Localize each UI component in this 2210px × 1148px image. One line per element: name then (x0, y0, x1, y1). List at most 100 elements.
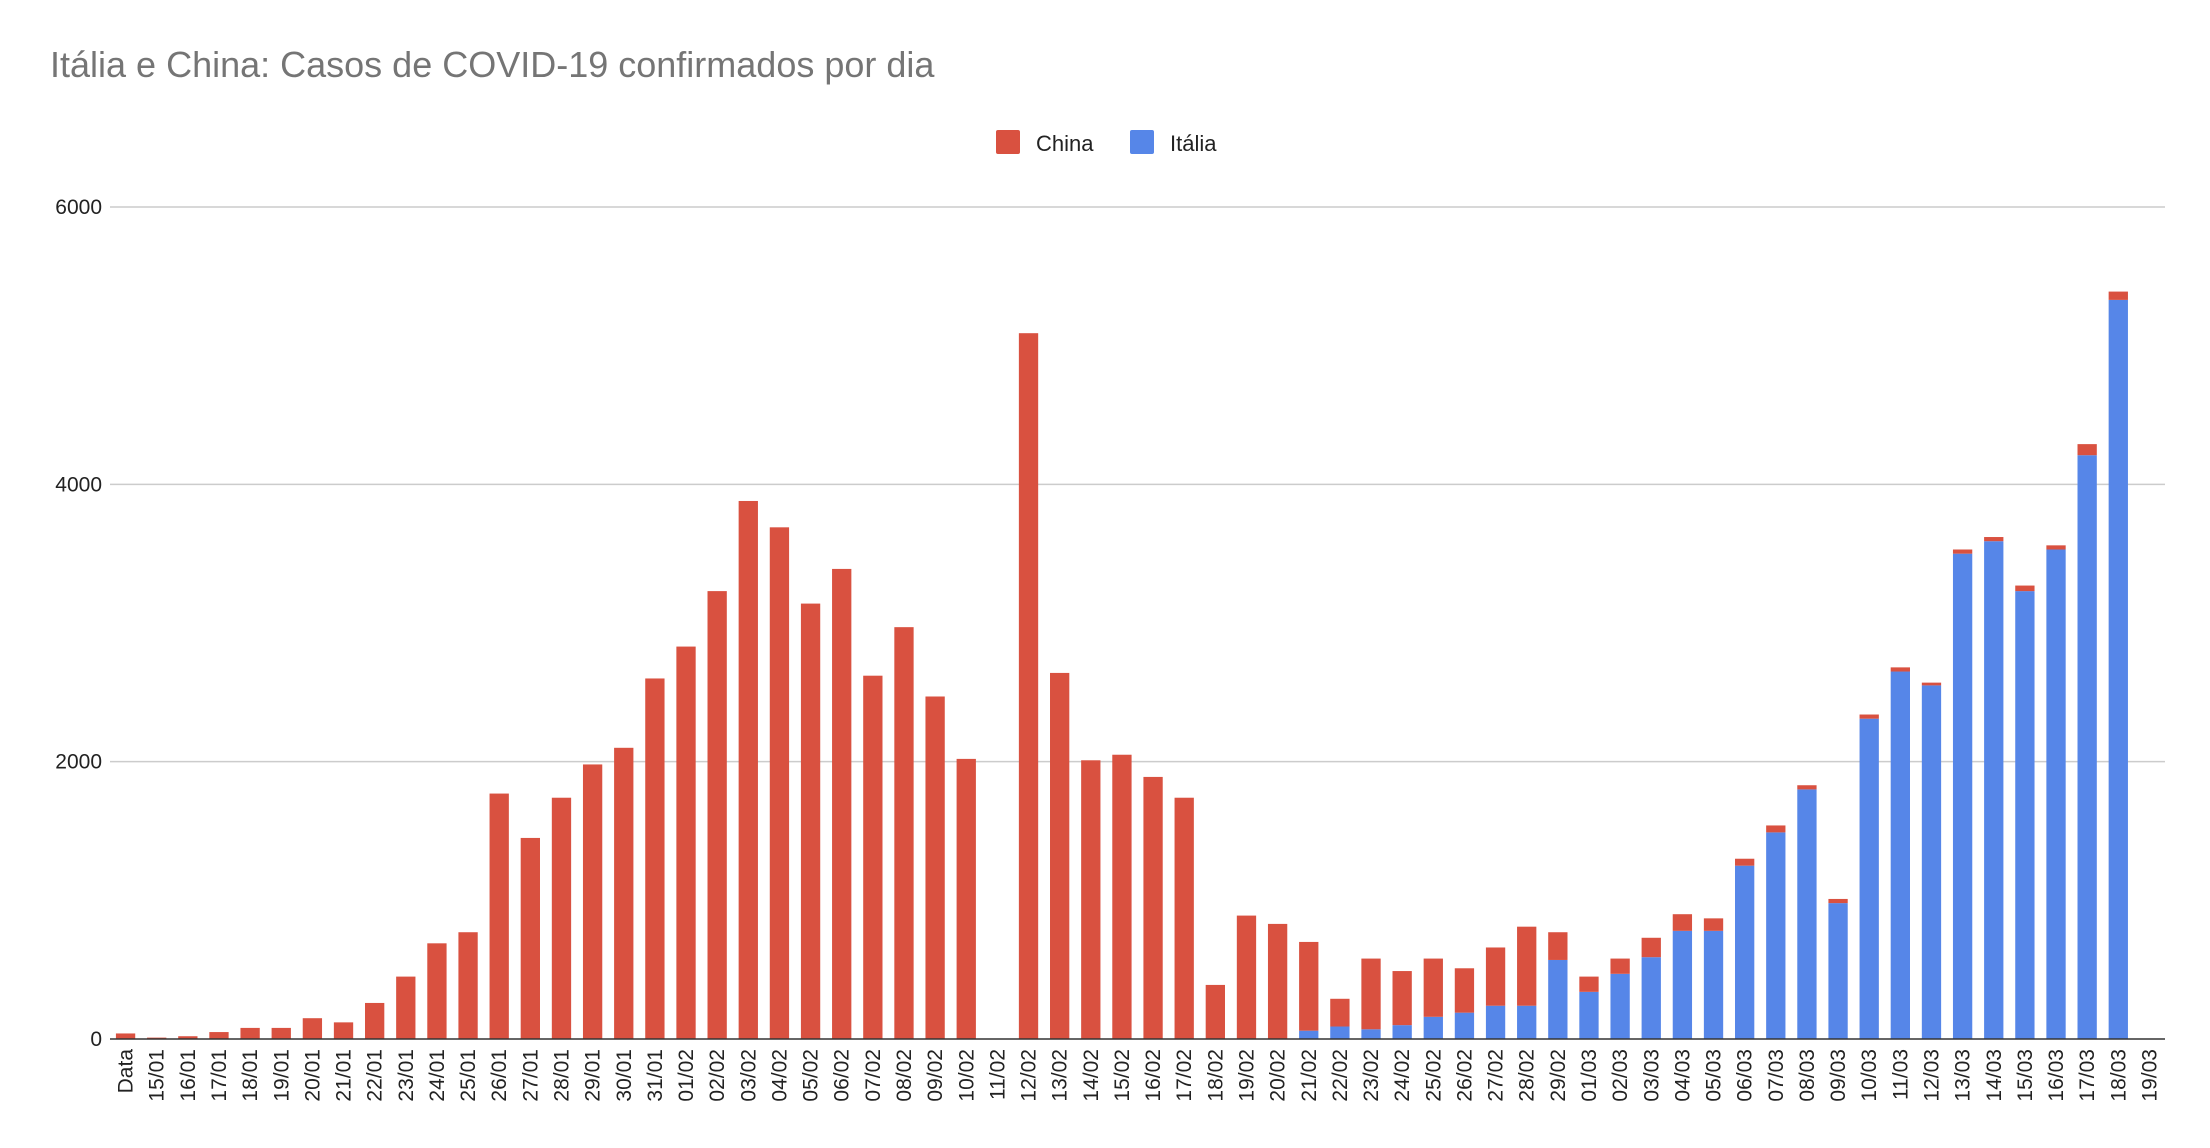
bar-china (863, 675, 883, 1039)
x-tick-label: 31/01 (644, 1049, 667, 1102)
gridlines (110, 206, 2165, 763)
x-tick-label: 26/02 (1453, 1049, 1476, 1102)
bar-china (1548, 932, 1568, 960)
bar-china (489, 793, 509, 1039)
x-tick-label: 01/03 (1578, 1049, 1601, 1102)
bar-italia (1610, 973, 1630, 1039)
legend-swatch-italia (1130, 130, 1154, 154)
x-tick-label: 16/03 (2045, 1049, 2068, 1102)
x-tick-label: 13/02 (1049, 1049, 1072, 1102)
bar-italia (1890, 671, 1910, 1039)
bar-italia (1797, 789, 1817, 1039)
y-axis-ticks: 0 2000 4000 6000 (55, 196, 102, 1051)
legend-label-italia: Itália (1170, 131, 1217, 156)
x-tick-label: 03/03 (1640, 1049, 1663, 1102)
bar-china (1236, 915, 1257, 1039)
x-axis-ticks: Data 15/01 16/01 17/01 18/01 19/01 20/01 21/01 2… (115, 1049, 2162, 1102)
x-tick-label: 14/03 (1983, 1049, 2006, 1102)
bar-china (1828, 898, 1848, 904)
bar-china (1797, 785, 1817, 790)
bars (115, 291, 2128, 1040)
bar-china (1330, 998, 1350, 1027)
bar-china (115, 1033, 136, 1039)
bar-italia (1517, 1005, 1537, 1039)
bar-china (1610, 958, 1630, 974)
x-tick-label: 27/01 (519, 1049, 542, 1102)
bar-china (271, 1027, 291, 1039)
x-tick-label: 20/02 (1267, 1049, 1290, 1102)
y-tick-label: 0 (90, 1028, 102, 1051)
bar-china (769, 527, 790, 1039)
bar-italia (1859, 718, 1879, 1039)
x-tick-label: 05/02 (800, 1049, 823, 1102)
bar-china (1018, 333, 1039, 1040)
x-tick-label: 10/03 (1858, 1049, 1881, 1102)
bar-china (1112, 754, 1132, 1039)
bar-italia (1423, 1016, 1443, 1039)
chart-title: Itália e China: Casos de COVID-19 confir… (50, 44, 935, 85)
legend: China Itália (996, 130, 1217, 156)
bar-china (1485, 947, 1506, 1006)
bar-china (1081, 760, 1101, 1039)
x-tick-label: 22/02 (1329, 1049, 1352, 1102)
x-tick-label: 11/03 (1889, 1049, 1912, 1100)
bar-china (1392, 971, 1412, 1026)
bar-china (1205, 984, 1225, 1039)
x-tick-label: 09/03 (1827, 1049, 1850, 1102)
x-tick-label: 25/02 (1422, 1049, 1445, 1102)
x-tick-label: 16/02 (1142, 1049, 1165, 1102)
x-tick-label: 21/01 (333, 1049, 356, 1102)
bar-china (1174, 797, 1194, 1039)
bar-china (800, 603, 821, 1039)
x-tick-label: 12/02 (1018, 1049, 1041, 1102)
bar-china (582, 764, 603, 1039)
x-tick-label: 25/01 (457, 1049, 480, 1102)
bar-china (302, 1018, 323, 1039)
bar-china (1517, 926, 1537, 1006)
x-tick-label: 24/02 (1391, 1049, 1414, 1102)
x-tick-label: 17/01 (208, 1049, 231, 1102)
x-tick-label: 03/02 (737, 1049, 760, 1102)
x-tick-label: 23/01 (395, 1049, 418, 1102)
x-tick-label: 26/01 (488, 1049, 511, 1102)
bar-china (333, 1022, 354, 1039)
x-tick-label: 15/01 (146, 1049, 169, 1102)
bar-italia (1952, 553, 1973, 1039)
bar-china (520, 837, 540, 1039)
x-tick-label: 06/03 (1734, 1049, 1757, 1102)
bar-china (1984, 537, 2004, 542)
bar-italia (1299, 1030, 1319, 1039)
bar-italia (1361, 1029, 1381, 1039)
bar-china (894, 627, 914, 1039)
bar-italia (1921, 685, 1942, 1039)
bar-italia (1984, 541, 2004, 1039)
bar-italia (1392, 1025, 1412, 1039)
bar-italia (1703, 930, 1724, 1039)
y-tick-label: 2000 (55, 751, 102, 774)
x-tick-label: 21/02 (1298, 1049, 1321, 1102)
bar-china (396, 976, 416, 1039)
bar-china (1579, 976, 1599, 992)
x-tick-label: 17/02 (1173, 1049, 1196, 1102)
bar-china (551, 797, 572, 1039)
bar-italia (2015, 591, 2035, 1039)
x-tick-label: 14/02 (1080, 1049, 1103, 1102)
bar-china (458, 932, 478, 1039)
bar-italia (2046, 549, 2066, 1039)
x-tick-label: 13/03 (1952, 1049, 1975, 1102)
bar-italia (1672, 930, 1693, 1039)
bar-italia (1579, 991, 1599, 1039)
bar-china (645, 678, 665, 1039)
x-tick-label: 01/02 (675, 1049, 698, 1102)
x-tick-label: 04/02 (768, 1049, 791, 1102)
bar-china (1703, 918, 1724, 931)
bar-china (1735, 858, 1755, 866)
x-tick-label: 20/01 (301, 1049, 324, 1102)
x-tick-label: 18/03 (2107, 1049, 2130, 1102)
x-tick-label: 19/02 (1235, 1049, 1258, 1102)
x-tick-label: 10/02 (955, 1049, 978, 1102)
bar-italia (1641, 957, 1661, 1039)
bar-china (2108, 291, 2128, 300)
bar-china (676, 646, 696, 1039)
